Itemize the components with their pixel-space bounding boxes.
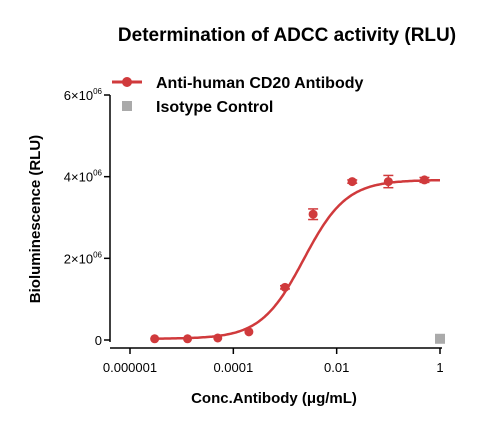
data-point-isotype [435, 333, 445, 344]
y-tick-label: 0 [95, 333, 102, 348]
legend-marker-anti-cd20 [122, 77, 132, 87]
y-tick-label: 6×1006 [64, 87, 103, 103]
legend-marker-isotype [122, 101, 132, 111]
y-ticks: 0 2×1006 4×1006 6×1006 [64, 87, 110, 348]
legend-label-anti-cd20: Anti-human CD20 Antibody [156, 75, 364, 92]
y-tick-label: 2×1006 [64, 250, 103, 266]
data-point-anti-cd20 [347, 177, 357, 187]
legend-label-isotype: Isotype Control [156, 99, 273, 116]
fit-curve-anti-cd20 [154, 178, 440, 340]
x-ticks: 0.000001 0.0001 0.01 1 [103, 348, 444, 375]
y-tick-label: 4×1006 [64, 169, 103, 185]
data-point-anti-cd20 [183, 334, 193, 344]
data-point-anti-cd20 [244, 327, 254, 337]
x-tick-label: 0.0001 [213, 360, 253, 375]
data-point-anti-cd20 [150, 334, 160, 344]
legend: Anti-human CD20 Antibody Isotype Control [112, 75, 364, 116]
chart-title: Determination of ADCC activity (RLU) [118, 25, 456, 46]
x-tick-label: 1 [436, 360, 443, 375]
y-axis-title: Bioluminescence (RLU) [27, 135, 44, 303]
data-point-anti-cd20 [213, 333, 223, 343]
x-tick-label: 0.000001 [103, 360, 157, 375]
data-point-anti-cd20 [419, 175, 429, 185]
plot-area [150, 174, 445, 344]
data-point-anti-cd20 [383, 177, 393, 187]
x-tick-label: 0.01 [324, 360, 349, 375]
data-point-anti-cd20 [280, 282, 290, 292]
data-point-anti-cd20 [308, 209, 318, 219]
x-axis-title: Conc.Antibody (μg/mL) [191, 390, 357, 407]
